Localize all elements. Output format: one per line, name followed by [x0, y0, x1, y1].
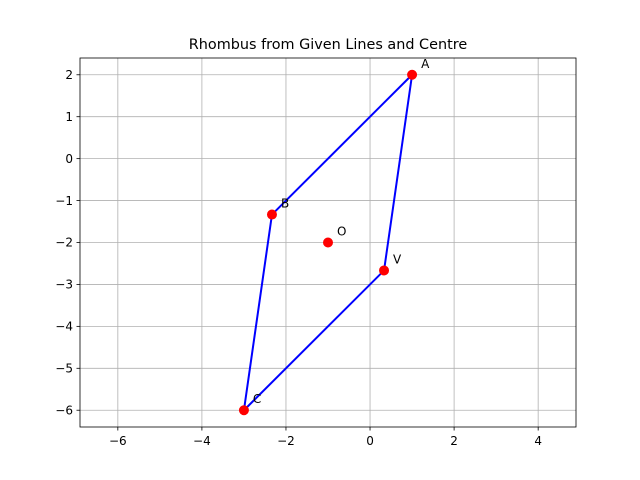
x-tick-label: 4 [534, 434, 542, 448]
chart-title: Rhombus from Given Lines and Centre [189, 37, 468, 53]
point-label-v: V [393, 252, 402, 266]
y-tick-label: −2 [55, 236, 73, 250]
axes-frame [79, 57, 577, 428]
y-tick-label: −3 [55, 278, 73, 292]
x-tick-label: −6 [109, 434, 127, 448]
x-tick-label: 2 [450, 434, 458, 448]
x-tick-label: 0 [366, 434, 374, 448]
y-tick-label: 1 [65, 110, 73, 124]
point-o [323, 237, 333, 248]
y-tick-label: −5 [55, 361, 73, 375]
plot-area: A B C V O [238, 57, 430, 416]
y-tick-label: −4 [55, 320, 73, 334]
point-b [266, 209, 277, 220]
point-c [238, 405, 249, 416]
point-label-a: A [421, 57, 430, 71]
x-tick-label: −2 [277, 434, 295, 448]
x-tick-label: −4 [193, 434, 211, 448]
y-axis: −6 −5 −4 −3 −2 −1 0 1 2 [55, 68, 80, 417]
y-tick-label: −6 [55, 403, 73, 417]
y-tick-label: −1 [55, 194, 73, 208]
point-a [407, 69, 418, 80]
point-label-o: O [337, 225, 346, 239]
point-v [379, 265, 390, 276]
point-label-c: C [253, 392, 261, 406]
x-axis: −6 −4 −2 0 2 4 [109, 427, 542, 448]
y-tick-label: 0 [65, 152, 73, 166]
point-label-b: B [281, 197, 289, 211]
y-tick-label: 2 [65, 68, 73, 82]
